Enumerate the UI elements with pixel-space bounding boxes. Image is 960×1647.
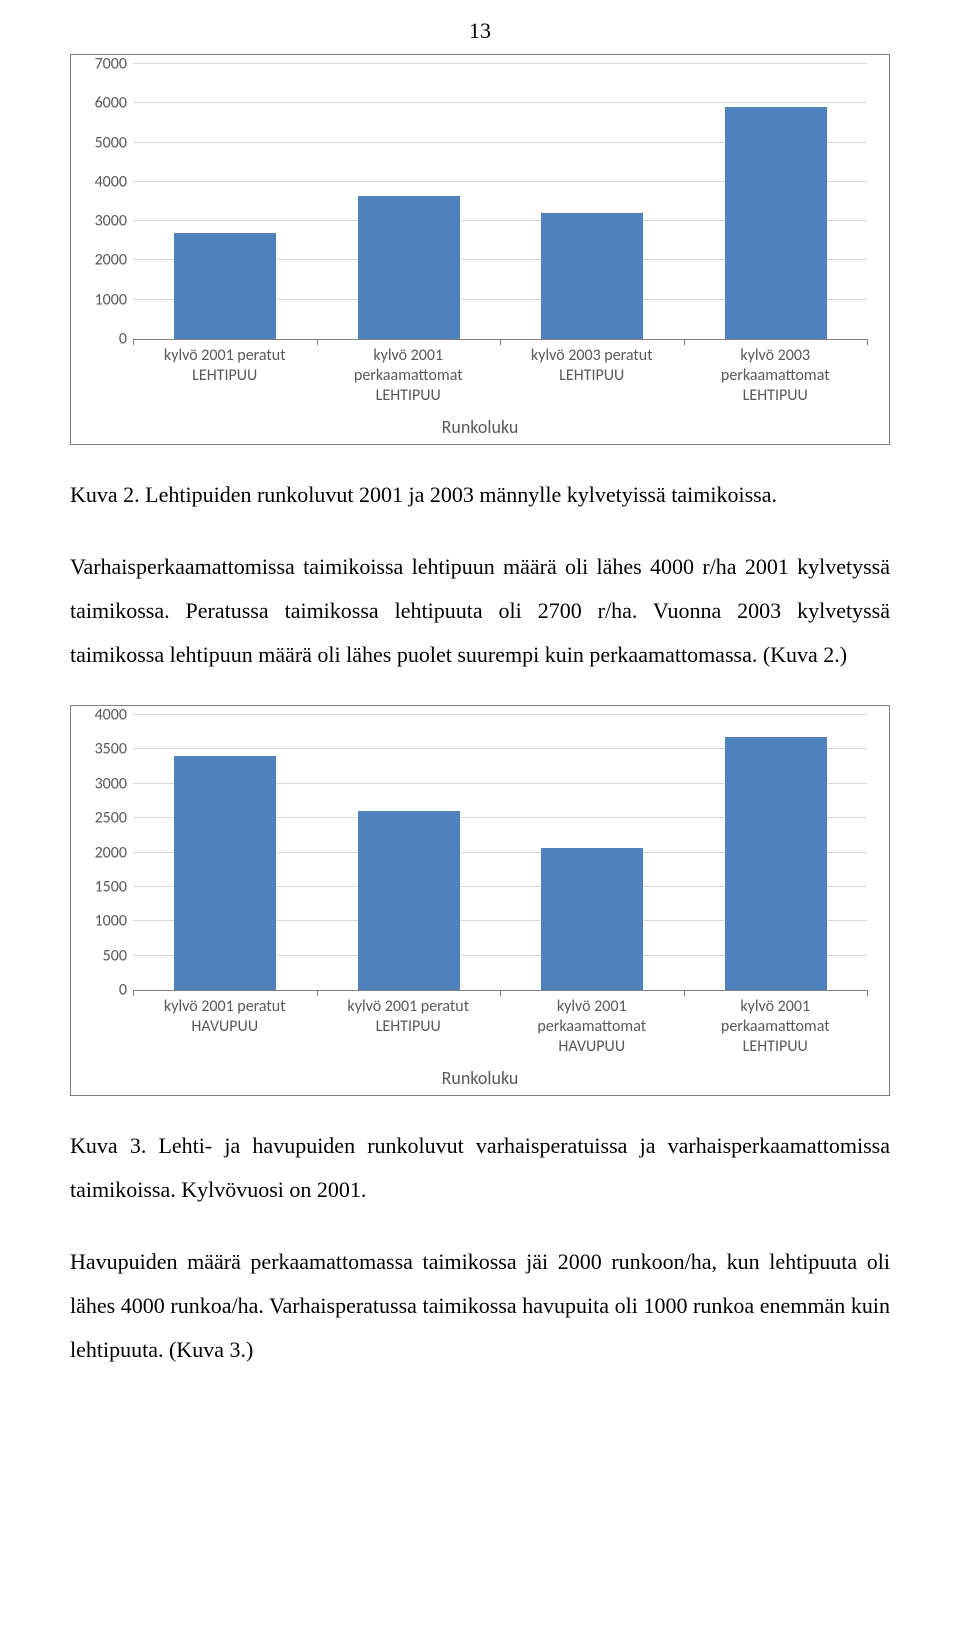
chart-bar (174, 233, 276, 339)
chart-x-tick (317, 990, 318, 996)
figure-2-caption: Kuva 2. Lehtipuiden runkoluvut 2001 ja 2… (70, 473, 890, 517)
chart-y-tick-label: 2500 (81, 809, 127, 828)
chart-bar (541, 848, 643, 990)
chart-category-label: kylvö 2001 peratut LEHTIPUU (133, 340, 317, 406)
chart-category-label: kylvö 2001 perkaamattomat LEHTIPUU (684, 991, 868, 1057)
chart-bar-slot (500, 65, 684, 339)
chart-y-tick-label: 3000 (81, 774, 127, 793)
chart-2-container: 05001000150020002500300035004000 kylvö 2… (70, 705, 890, 1096)
chart-y-tick-label: 5000 (81, 133, 127, 152)
chart-y-tick-label: 4000 (81, 172, 127, 191)
chart-bar-slot (317, 716, 501, 990)
chart-y-tick-label: 7000 (81, 55, 127, 74)
chart-x-tick (684, 990, 685, 996)
chart-bar-slot (684, 716, 868, 990)
chart-y-tick-label: 2000 (81, 251, 127, 270)
chart-1: 01000200030004000500060007000 kylvö 2001… (81, 65, 879, 438)
chart-category-label: kylvö 2001 peratut LEHTIPUU (317, 991, 501, 1057)
chart-y-tick-label: 4000 (81, 706, 127, 725)
paragraph-1: Varhaisperkaamattomissa taimikoissa leht… (70, 545, 890, 677)
chart-category-label: kylvö 2001 perkaamattomat HAVUPUU (500, 991, 684, 1057)
chart-bar-slot (133, 65, 317, 339)
figure-3-caption: Kuva 3. Lehti- ja havupuiden runkoluvut … (70, 1124, 890, 1212)
chart-bar (174, 756, 276, 990)
chart-bar (725, 737, 827, 990)
chart-gridline (133, 63, 867, 64)
chart-category-label: kylvö 2003 peratut LEHTIPUU (500, 340, 684, 406)
chart-x-tick (133, 990, 134, 996)
chart-x-tick (867, 990, 868, 996)
chart-y-tick-label: 1000 (81, 912, 127, 931)
chart-x-tick (317, 339, 318, 345)
chart-y-tick-label: 3000 (81, 212, 127, 231)
chart-bar (358, 811, 460, 990)
chart-x-tick (684, 339, 685, 345)
chart-bars-row (133, 716, 867, 990)
chart-2: 05001000150020002500300035004000 kylvö 2… (81, 716, 879, 1089)
chart-y-tick-label: 0 (81, 330, 127, 349)
chart-y-tick-label: 500 (81, 946, 127, 965)
chart-y-tick-label: 1500 (81, 877, 127, 896)
chart-bars-row (133, 65, 867, 339)
chart-gridline (133, 714, 867, 715)
chart-1-categories: kylvö 2001 peratut LEHTIPUUkylvö 2001 pe… (133, 340, 867, 406)
chart-1-container: 01000200030004000500060007000 kylvö 2001… (70, 54, 890, 445)
chart-y-tick-label: 1000 (81, 290, 127, 309)
chart-1-axis-title: Runkoluku (81, 406, 879, 438)
chart-bar-slot (684, 65, 868, 339)
chart-y-tick-label: 3500 (81, 740, 127, 759)
chart-x-tick (133, 339, 134, 345)
chart-y-tick-label: 0 (81, 981, 127, 1000)
chart-x-tick (500, 339, 501, 345)
chart-category-label: kylvö 2001 peratut HAVUPUU (133, 991, 317, 1057)
chart-bar-slot (133, 716, 317, 990)
chart-x-tick (867, 339, 868, 345)
chart-y-tick-label: 2000 (81, 843, 127, 862)
chart-1-plot-area: 01000200030004000500060007000 (133, 65, 867, 340)
chart-2-categories: kylvö 2001 peratut HAVUPUUkylvö 2001 per… (133, 991, 867, 1057)
chart-bar (358, 196, 460, 339)
page-number: 13 (70, 0, 890, 54)
chart-category-label: kylvö 2001 perkaamattomat LEHTIPUU (317, 340, 501, 406)
chart-bar-slot (500, 716, 684, 990)
chart-x-tick (500, 990, 501, 996)
chart-2-axis-title: Runkoluku (81, 1057, 879, 1089)
chart-bar (725, 107, 827, 339)
chart-bar (541, 213, 643, 339)
chart-y-tick-label: 6000 (81, 94, 127, 113)
chart-2-plot-area: 05001000150020002500300035004000 (133, 716, 867, 991)
chart-bar-slot (317, 65, 501, 339)
paragraph-2: Havupuiden määrä perkaamattomassa taimik… (70, 1240, 890, 1372)
chart-category-label: kylvö 2003 perkaamattomat LEHTIPUU (684, 340, 868, 406)
